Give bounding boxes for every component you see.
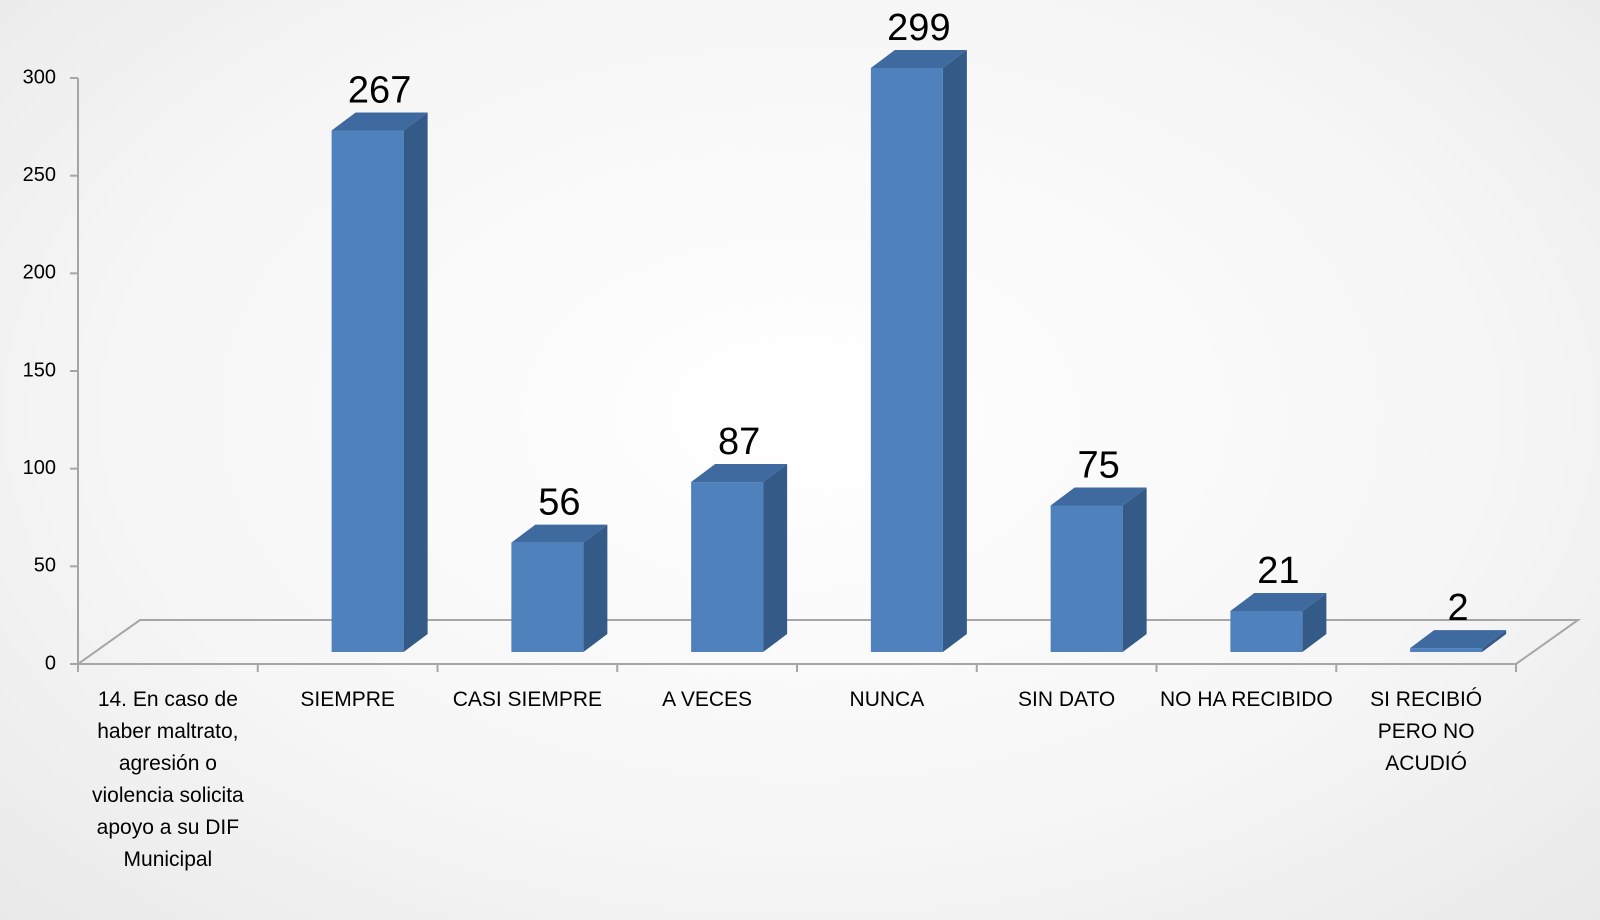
value-label: 267 [348, 69, 411, 111]
bar-top [1230, 592, 1327, 611]
y-tick-label: 300 [23, 66, 56, 88]
x-tick-label: A VECES [662, 688, 753, 711]
x-tick-label: NUNCA [849, 688, 925, 711]
floor [74, 619, 1582, 665]
bar [870, 67, 943, 653]
bar [511, 542, 584, 652]
y-tick-label: 0 [45, 652, 56, 674]
bar [1410, 648, 1483, 652]
bar [331, 130, 404, 652]
value-label: 21 [1257, 550, 1299, 592]
bar-top [511, 524, 608, 543]
value-label: 2 [1448, 587, 1469, 629]
bar-side [942, 49, 967, 653]
x-tick-label: SIEMPRE [300, 688, 395, 711]
bar [1050, 505, 1123, 652]
bar-top [870, 49, 967, 68]
y-tick-label: 150 [23, 359, 56, 381]
bar-side [1482, 630, 1507, 652]
bar-side [1122, 487, 1147, 652]
bar-top [1410, 630, 1507, 649]
bar-side [1302, 592, 1327, 652]
y-tick-label: 200 [23, 262, 56, 284]
x-tick-label: CASI SIEMPRE [452, 688, 603, 711]
bar-side [763, 464, 788, 652]
bar-top [331, 112, 428, 131]
bar-top [691, 464, 788, 483]
bar [1230, 610, 1303, 652]
y-tick-label: 100 [23, 457, 56, 479]
y-tick-label: 250 [23, 164, 56, 186]
x-tick-label: 14. En caso de haber maltrato, agresión … [92, 688, 244, 871]
x-tick-label: NO HA RECIBIDO [1160, 688, 1333, 711]
value-label: 75 [1077, 445, 1119, 487]
value-label: 87 [718, 421, 760, 463]
bar-side [583, 524, 608, 652]
x-tick-label: SIN DATO [1018, 688, 1116, 711]
bar [691, 482, 764, 652]
value-label: 299 [887, 7, 950, 49]
bar-top [1050, 487, 1147, 506]
y-tick-label: 50 [34, 555, 56, 577]
bar-side [403, 112, 428, 652]
x-tick-label: SI RECIBIÓ PERO NO ACUDIÓ [1370, 688, 1483, 775]
value-label: 56 [538, 482, 580, 524]
